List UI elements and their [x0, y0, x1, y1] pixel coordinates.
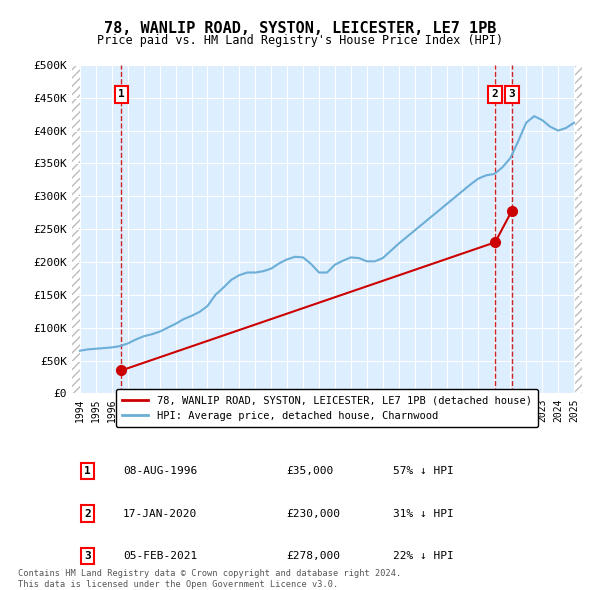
Text: 2: 2 — [84, 509, 91, 519]
Text: 05-FEB-2021: 05-FEB-2021 — [123, 551, 197, 561]
Text: 78, WANLIP ROAD, SYSTON, LEICESTER, LE7 1PB: 78, WANLIP ROAD, SYSTON, LEICESTER, LE7 … — [104, 21, 496, 35]
Text: 2: 2 — [492, 90, 499, 100]
Text: Price paid vs. HM Land Registry's House Price Index (HPI): Price paid vs. HM Land Registry's House … — [97, 34, 503, 47]
Text: 22% ↓ HPI: 22% ↓ HPI — [394, 551, 454, 561]
Text: Contains HM Land Registry data © Crown copyright and database right 2024.
This d: Contains HM Land Registry data © Crown c… — [18, 569, 401, 589]
Legend: 78, WANLIP ROAD, SYSTON, LEICESTER, LE7 1PB (detached house), HPI: Average price: 78, WANLIP ROAD, SYSTON, LEICESTER, LE7 … — [116, 389, 538, 427]
Polygon shape — [574, 65, 582, 394]
Polygon shape — [72, 65, 80, 394]
Text: £35,000: £35,000 — [286, 466, 334, 476]
Text: £230,000: £230,000 — [286, 509, 340, 519]
Text: 17-JAN-2020: 17-JAN-2020 — [123, 509, 197, 519]
Text: 31% ↓ HPI: 31% ↓ HPI — [394, 509, 454, 519]
Text: 08-AUG-1996: 08-AUG-1996 — [123, 466, 197, 476]
Text: 3: 3 — [84, 551, 91, 561]
Text: 1: 1 — [118, 90, 125, 100]
Text: 1: 1 — [84, 466, 91, 476]
Text: 3: 3 — [509, 90, 515, 100]
Text: 57% ↓ HPI: 57% ↓ HPI — [394, 466, 454, 476]
Text: £278,000: £278,000 — [286, 551, 340, 561]
